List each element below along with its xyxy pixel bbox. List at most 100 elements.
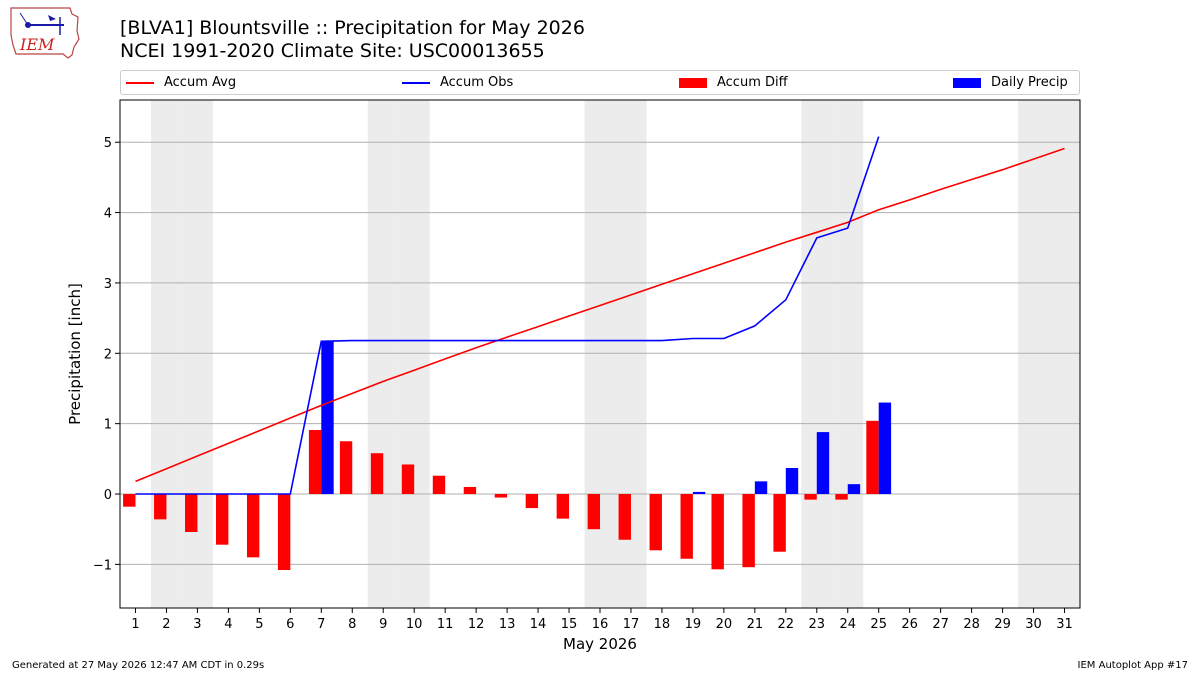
legend-swatch [126,81,154,84]
x-tick-label: 6 [286,617,294,632]
accum-diff-bar [246,494,260,558]
y-tick-label: 1 [104,418,112,433]
accum-diff-bar [773,494,786,552]
x-tick-label: 23 [809,617,826,632]
accum-diff-bar [154,494,167,520]
weekend-shade [801,100,833,608]
daily-precip-bar [847,484,861,495]
accum-diff-bar [123,494,136,507]
accum-diff-bar [370,453,384,495]
x-tick-label: 31 [1056,617,1073,632]
accum-diff-bar [866,420,879,495]
x-tick-label: 15 [561,617,578,632]
x-tick-label: 29 [994,617,1011,632]
x-tick-label: 24 [839,617,856,632]
accum-diff-bar [804,494,817,500]
weekend-shade [832,100,864,608]
x-tick-label: 26 [901,617,918,632]
weekend-shade [150,100,182,608]
weekend-shade [398,100,430,608]
accum-avg-line [135,147,1065,483]
chart-legend: Accum Avg Accum Obs Accum Diff Daily Pre… [120,70,1080,95]
accum-diff-bar [680,494,693,559]
x-tick-label: 28 [963,617,980,632]
x-tick-label: 19 [685,617,702,632]
x-tick-label: 27 [932,617,949,632]
accum-diff-bar [494,494,508,498]
x-tick-label: 20 [716,617,733,632]
accum-diff-bar [185,494,198,533]
legend-label: Accum Diff [717,75,788,90]
accum-diff-bar [835,494,848,500]
x-tick-label: 21 [747,617,764,632]
daily-precip-bar [692,491,706,495]
daily-precip-bar [785,467,799,495]
y-tick-label: 3 [104,277,112,292]
y-axis-label: Precipitation [inch] [66,283,84,425]
legend-swatch [679,77,707,88]
x-tick-label: 17 [623,617,640,632]
legend-item-daily-precip: Daily Precip [953,71,1068,94]
x-tick-label: 4 [224,617,232,632]
x-tick-label: 3 [193,617,201,632]
logo-text: IEM [19,35,55,54]
x-tick-label: 13 [499,617,516,632]
accum-diff-bar [432,475,446,495]
chart-subtitle: NCEI 1991-2020 Climate Site: USC00013655 [120,40,545,62]
daily-precip-bar [878,402,892,495]
x-tick-label: 22 [778,617,795,632]
accum-obs-line [135,136,880,495]
x-tick-label: 14 [530,617,547,632]
accum-diff-bar [711,494,724,570]
x-tick-label: 16 [592,617,609,632]
x-tick-label: 5 [255,617,263,632]
legend-swatch [953,77,981,88]
accum-diff-bar [618,494,631,540]
daily-precip-bar [816,432,830,495]
x-tick-label: 9 [379,617,387,632]
footer-generated-text: Generated at 27 May 2026 12:47 AM CDT in… [12,660,265,671]
accum-diff-bar [742,494,755,568]
legend-label: Accum Avg [164,75,237,90]
x-axis-label: May 2026 [563,635,637,653]
x-tick-label: 7 [317,617,325,632]
weekend-shade [1049,100,1080,608]
legend-label: Accum Obs [440,75,514,90]
y-tick-label: 4 [104,207,112,222]
accum-diff-bar [308,429,322,495]
weekend-shade [584,100,616,608]
y-tick-label: 2 [104,347,112,362]
x-tick-label: 2 [162,617,170,632]
legend-swatch [402,81,430,84]
chart-title: [BLVA1] Blountsville :: Precipitation fo… [120,17,585,39]
weekend-shade [1018,100,1050,608]
daily-precip-bar [321,341,334,495]
accum-diff-bar [587,494,600,530]
weekend-shade [367,100,399,608]
accum-diff-bar [556,494,570,519]
daily-precip-bar [754,481,768,495]
x-tick-label: 1 [131,617,139,632]
accum-diff-bar [277,494,291,571]
x-tick-label: 30 [1025,617,1042,632]
iem-logo-icon: IEM [10,7,80,59]
legend-item-accum-diff: Accum Diff [679,71,788,94]
y-tick-label: 5 [104,136,112,151]
x-tick-label: 18 [654,617,671,632]
accum-diff-bar [216,494,229,545]
legend-item-accum-avg: Accum Avg [126,71,236,94]
x-tick-label: 8 [348,617,356,632]
legend-label: Daily Precip [991,75,1068,90]
x-tick-label: 12 [468,617,485,632]
accum-diff-bar [339,441,353,495]
accum-diff-bar [649,494,662,551]
y-tick-label: 0 [104,488,112,503]
legend-item-accum-obs: Accum Obs [402,71,513,94]
footer-app-text: IEM Autoplot App #17 [1077,660,1188,671]
accum-diff-bar [463,486,477,495]
x-tick-label: 10 [406,617,423,632]
accum-diff-bar [401,464,415,495]
x-tick-label: 25 [870,617,887,632]
x-tick-label: 11 [437,617,454,632]
